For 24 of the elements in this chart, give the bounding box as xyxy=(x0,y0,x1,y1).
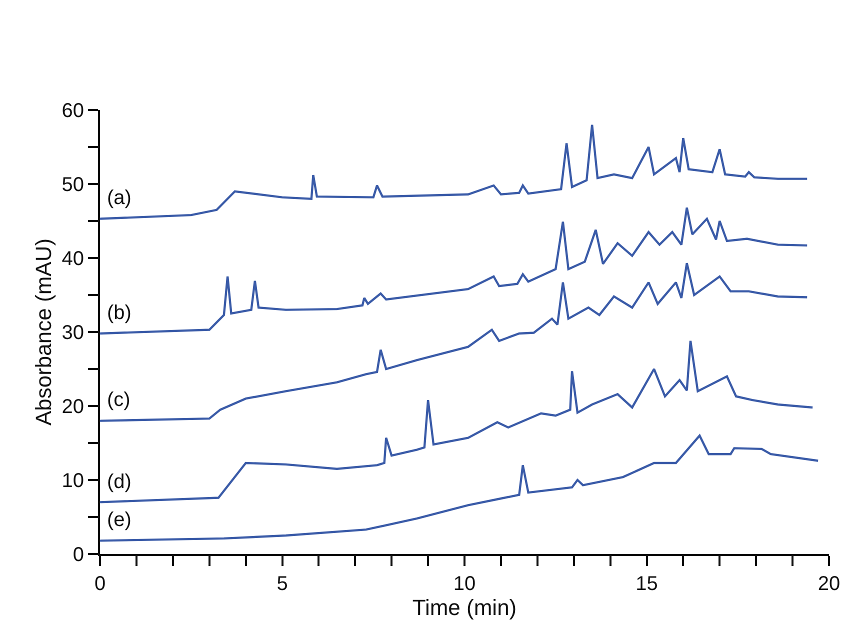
x-tick-label: 15 xyxy=(636,573,658,595)
y-axis-title: Absorbance (mAU) xyxy=(31,238,56,426)
line-series xyxy=(100,262,808,422)
series-label: (e) xyxy=(107,509,132,531)
y-tick-label: 60 xyxy=(62,100,84,122)
y-tick-label: 40 xyxy=(62,248,84,270)
x-axis-title: Time (min) xyxy=(412,595,517,620)
line-series xyxy=(100,124,808,220)
y-tick-label: 20 xyxy=(62,396,84,418)
series-label: (d) xyxy=(107,471,132,493)
y-tick-label: 10 xyxy=(62,470,84,492)
y-tick-label: 0 xyxy=(72,544,84,566)
y-tick-label: 50 xyxy=(62,174,84,196)
x-tick-label: 0 xyxy=(94,573,106,595)
line-series xyxy=(100,434,820,542)
series-label: (a) xyxy=(107,187,132,209)
x-tick-label: 5 xyxy=(276,573,288,595)
series-label: (b) xyxy=(107,302,132,324)
line-series xyxy=(100,340,814,504)
x-tick-label: 20 xyxy=(818,573,840,595)
x-tick-label: 10 xyxy=(453,573,476,595)
y-tick-label: 30 xyxy=(62,322,84,344)
line-series xyxy=(100,206,808,335)
series-label: (c) xyxy=(107,389,130,411)
